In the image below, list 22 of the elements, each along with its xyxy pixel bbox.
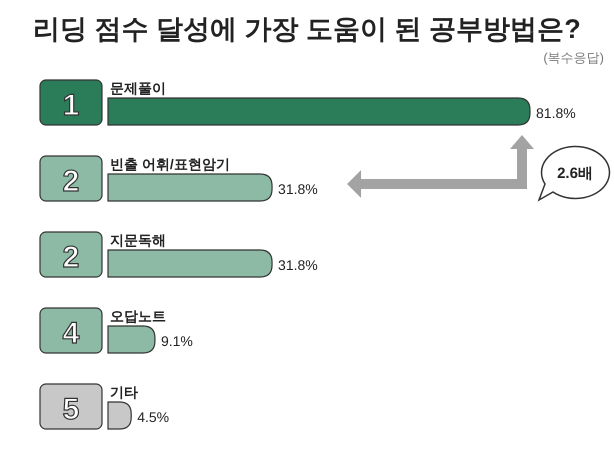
- data-label: 9.1%: [160, 333, 193, 349]
- text: 2: [62, 165, 80, 198]
- text: 1: [62, 89, 80, 122]
- data-label: 4.5%: [137, 409, 170, 425]
- bar: [107, 249, 273, 278]
- text: 4: [62, 317, 80, 350]
- bar: [107, 97, 531, 126]
- data-label: 31.8%: [278, 181, 318, 197]
- bar: [107, 325, 156, 354]
- y-tick-label: 지문독해: [110, 232, 166, 248]
- data-label: 31.8%: [278, 257, 318, 273]
- text: 5: [62, 393, 80, 426]
- text: 2.6배: [557, 165, 593, 182]
- y-tick-label: 문제풀이: [110, 80, 166, 96]
- text: (복수응답): [543, 50, 604, 65]
- text: 2: [62, 241, 80, 274]
- chart-title: 리딩 점수 달성에 가장 도움이 된 공부방법은?: [33, 14, 581, 44]
- y-tick-label: 빈출 어휘/표현암기: [110, 156, 230, 172]
- y-tick-label: 오답노트: [110, 308, 166, 324]
- bar: [107, 173, 273, 202]
- data-label: 81.8%: [536, 105, 576, 121]
- y-tick-label: 기타: [110, 384, 138, 400]
